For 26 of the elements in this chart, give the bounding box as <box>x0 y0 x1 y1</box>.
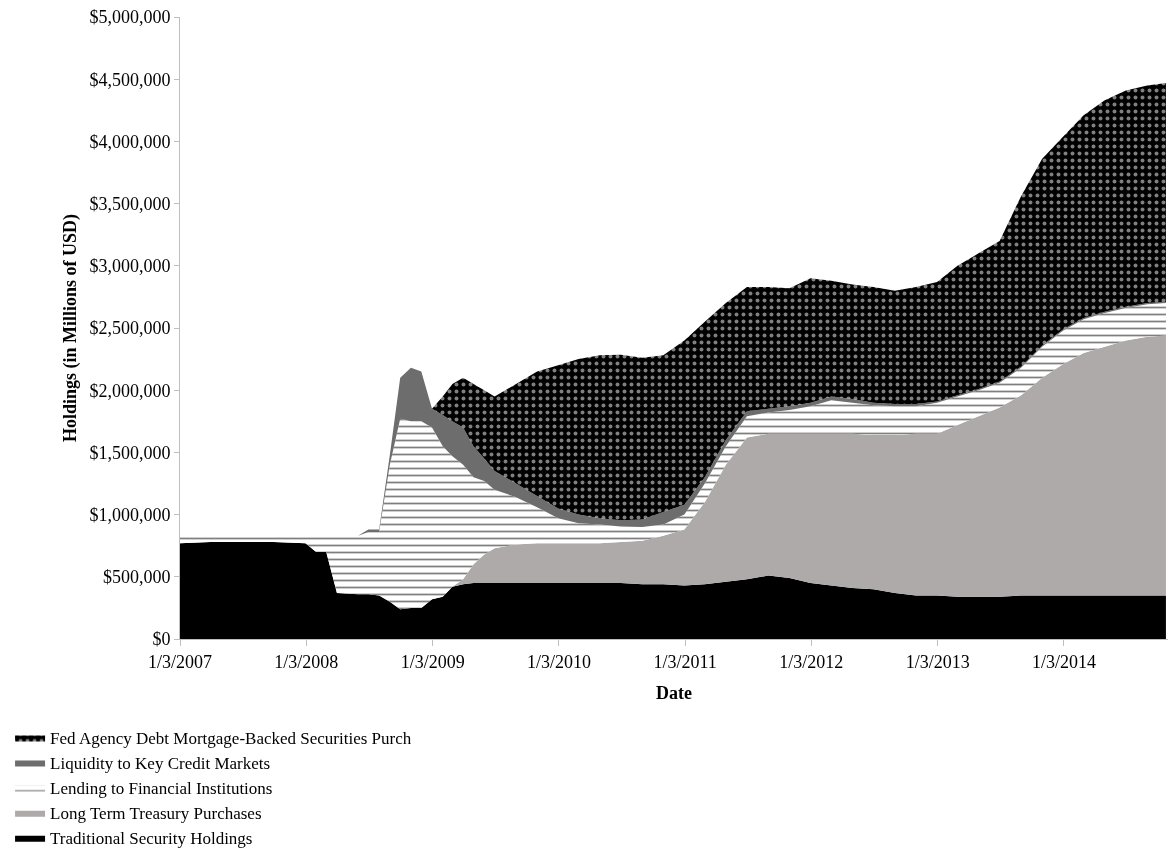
y-tick-label: $0 <box>152 629 171 650</box>
x-tick-label: 1/3/2007 <box>147 651 213 672</box>
y-tick-label: $5,000,000 <box>89 7 171 28</box>
legend-label: Traditional Security Holdings <box>50 829 253 849</box>
y-tick-label: $4,500,000 <box>89 69 171 90</box>
legend-label: Long Term Treasury Purchases <box>50 804 262 824</box>
y-tick-label: $2,000,000 <box>89 380 171 401</box>
x-axis-title: Date <box>656 682 692 703</box>
x-tick-label: 1/3/2014 <box>1031 651 1096 672</box>
legend-label: Lending to Financial Institutions <box>50 779 273 799</box>
y-tick-label: $2,500,000 <box>89 318 171 339</box>
x-tick-label: 1/3/2013 <box>905 651 970 672</box>
y-tick-label: $3,000,000 <box>89 256 171 277</box>
y-tick-label: $4,000,000 <box>89 131 171 152</box>
x-tick-label: 1/3/2012 <box>779 651 844 672</box>
y-tick-label: $500,000 <box>102 567 171 588</box>
y-tick-label: $1,000,000 <box>89 504 171 525</box>
y-axis-title: Holdings (in Millions of USD) <box>59 213 81 443</box>
y-tick-label: $1,500,000 <box>89 442 171 463</box>
x-tick-label: 1/3/2010 <box>526 651 591 672</box>
legend-label: Liquidity to Key Credit Markets <box>50 754 271 774</box>
x-tick-label: 1/3/2011 <box>653 651 717 672</box>
x-tick-label: 1/3/2008 <box>274 651 339 672</box>
y-tick-label: $3,500,000 <box>89 193 171 214</box>
legend-label: Fed Agency Debt Mortgage-Backed Securities Purch <box>50 729 412 749</box>
x-tick-label: 1/3/2009 <box>400 651 465 672</box>
